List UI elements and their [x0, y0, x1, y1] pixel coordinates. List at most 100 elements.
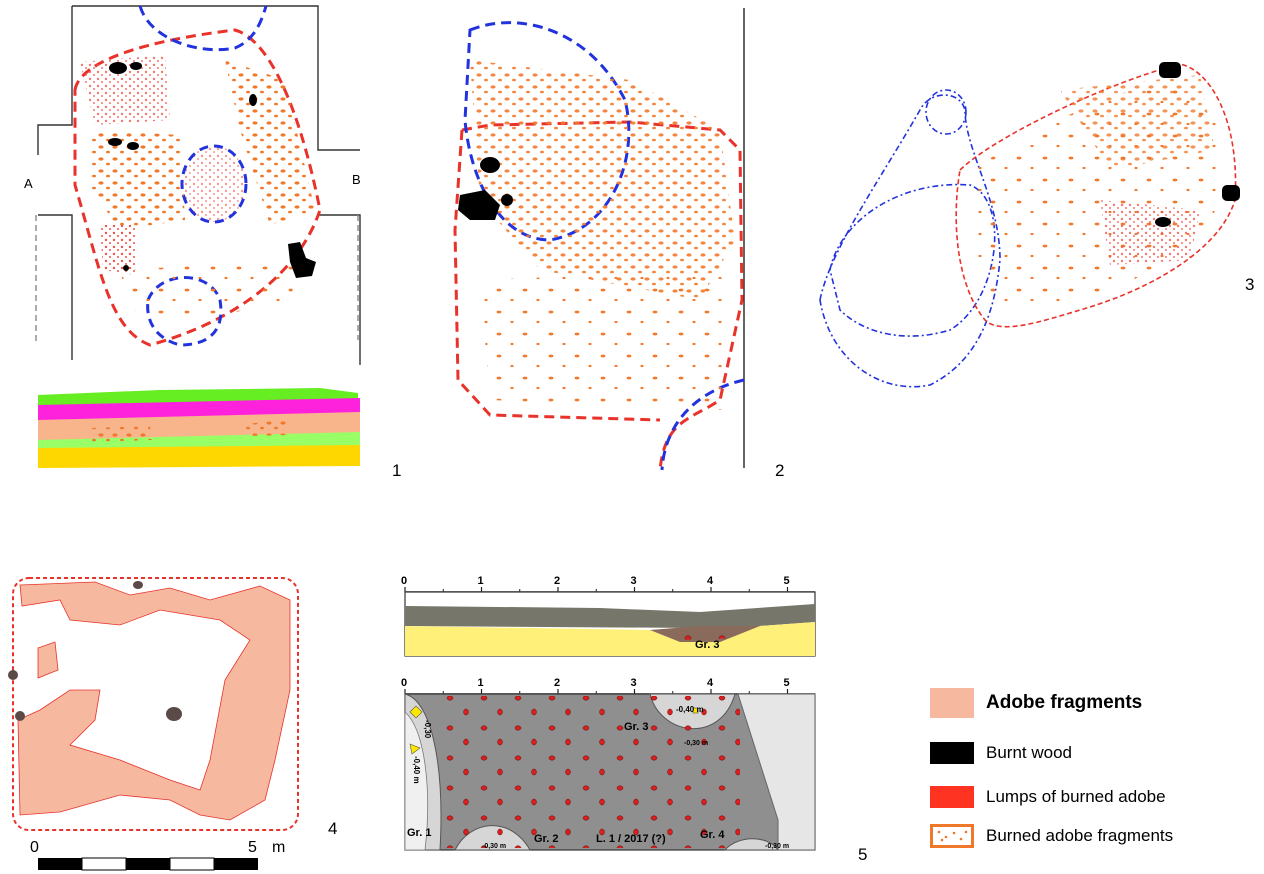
scale-segment: [38, 858, 82, 870]
depth-gr4: -0,30 m: [765, 843, 789, 850]
panel-4-plan: [8, 577, 299, 831]
scale-unit: m: [272, 839, 285, 856]
fragment-area: [470, 60, 735, 300]
post-hole: [166, 707, 182, 721]
plan-label-layer: L. 1 / 2017 (?): [596, 833, 666, 845]
section-fragments: [90, 426, 152, 442]
panel-5-plan: 0 1 2 3 4 5 Gr. 1 Gr. 2 Gr. 3 Gr. 4 L. 1 / 20…: [401, 677, 816, 851]
panel-number-5: 5: [858, 845, 867, 864]
pit-outline-center: [180, 144, 248, 224]
plan-label-gr4: Gr. 4: [700, 829, 725, 841]
fragment-area-main: [90, 130, 185, 230]
scale-segment: [126, 858, 170, 870]
depth-gr2: -0,30 m: [482, 843, 506, 850]
burnt-wood: [108, 138, 122, 146]
burnt-wood: [130, 62, 142, 70]
legend-label: Burnt wood: [986, 743, 1072, 762]
fragment-area-east: [225, 60, 315, 225]
ruler-top: 0 1 2 3 4 5: [401, 575, 815, 593]
scale-label-end: 5: [248, 839, 257, 856]
burnt-wood: [249, 94, 257, 106]
panel-2-plan: [453, 8, 745, 471]
panel-1-plan: A B: [24, 5, 361, 365]
fragment-area-nw: [80, 55, 170, 125]
dwelling-outline: [453, 120, 744, 471]
ruler-tick-label: 5: [784, 677, 790, 689]
pit-outline-top: [138, 5, 268, 52]
panel-1-section: [38, 388, 360, 468]
section-label-gr3: Gr. 3: [695, 639, 719, 651]
panel-number-2: 2: [775, 461, 784, 480]
lump-area: [1100, 200, 1200, 265]
panel-number-4: 4: [328, 819, 337, 838]
scale-segment: [169, 857, 215, 871]
fragment-area-dense: [1060, 75, 1215, 170]
layer-humus: [405, 604, 815, 628]
legend-item-lumps-burned-adobe: Lumps of burned adobe: [930, 786, 1166, 808]
plan-label-gr2: Gr. 2: [534, 833, 558, 845]
dwelling-outline: [12, 577, 299, 831]
panel-number-1: 1: [392, 461, 401, 480]
post-hole: [15, 711, 25, 721]
panel-4-scale-bar: 0 5 m: [30, 839, 285, 871]
legend-label: Burned adobe fragments: [986, 826, 1174, 845]
plan-label-gr1: Gr. 1: [407, 827, 431, 839]
layer-yellow-subsoil: [405, 622, 815, 656]
burnt-wood: [288, 242, 316, 278]
legend-item-burnt-wood: Burnt wood: [930, 742, 1072, 764]
adobe-fragment-patch: [37, 641, 59, 679]
ruler-tick-label: 1: [478, 677, 484, 689]
trench-outline: [37, 5, 361, 365]
ruler-tick-label: 5: [784, 575, 790, 587]
burnt-wood: [127, 142, 139, 150]
lumps-of-burned-adobe: [440, 696, 740, 848]
pit-outline-small: [925, 89, 967, 135]
yellow-marker: [409, 743, 421, 755]
post-hole: [133, 581, 143, 589]
pit-outline-lower: [660, 378, 745, 471]
legend-item-burned-adobe-fragments: Burned adobe fragments: [930, 824, 1173, 848]
legend-item-adobe-fragments: Adobe fragments: [930, 688, 1142, 718]
unexcavated-area: [737, 693, 816, 851]
fragment-area-south: [120, 260, 300, 320]
ruler-tick-label: 2: [554, 677, 560, 689]
depth-gr3: -0,40 m: [676, 705, 704, 714]
burnt-wood: [109, 62, 127, 74]
panel-5-section: 0 1 2 3 4 5 Gr. 3: [401, 575, 816, 657]
post-hole: [8, 670, 18, 680]
depth-gr1a: -0,30: [423, 720, 432, 739]
adobe-fragments-swatch: [930, 688, 974, 718]
fragment-area-west: [100, 225, 135, 275]
ruler-tick-label: 1: [478, 575, 484, 587]
yellow-marker: [409, 705, 423, 719]
ruler-tick-label: 3: [631, 677, 637, 689]
section-lumps: [665, 626, 750, 640]
panel-number-3: 3: [1245, 275, 1254, 294]
ruler-tick-label: 0: [401, 575, 407, 587]
scale-label-start: 0: [30, 839, 39, 856]
scale-segment: [81, 857, 127, 871]
lumps-swatch: [930, 786, 974, 808]
section-label-b: B: [352, 172, 361, 187]
legend-label: Lumps of burned adobe: [986, 787, 1166, 806]
panel-3-plan: [819, 62, 1240, 388]
depth-gr3b: -0,30 m: [684, 740, 708, 747]
ruler-tick-label: 0: [401, 677, 407, 689]
layer-yellow: [38, 445, 360, 468]
burnt-wood: [458, 190, 500, 220]
ruler-plan: 0 1 2 3 4 5: [401, 677, 815, 695]
plan-label-gr3: Gr. 3: [624, 721, 648, 733]
burnt-wood: [1159, 62, 1181, 78]
pit-outline-west: [829, 183, 996, 337]
dwelling-outline: [955, 63, 1237, 328]
burned-fragments-swatch: [930, 824, 974, 848]
fragment-area-sparse: [480, 270, 730, 410]
scale-segment: [214, 858, 258, 870]
burnt-wood: [501, 194, 513, 206]
legend-label: Adobe fragments: [986, 692, 1143, 713]
burnt-wood-swatch: [930, 742, 974, 764]
pit-outline-bottom: [146, 276, 223, 347]
section-label-a: A: [24, 176, 33, 191]
ruler-tick-label: 4: [707, 575, 714, 587]
